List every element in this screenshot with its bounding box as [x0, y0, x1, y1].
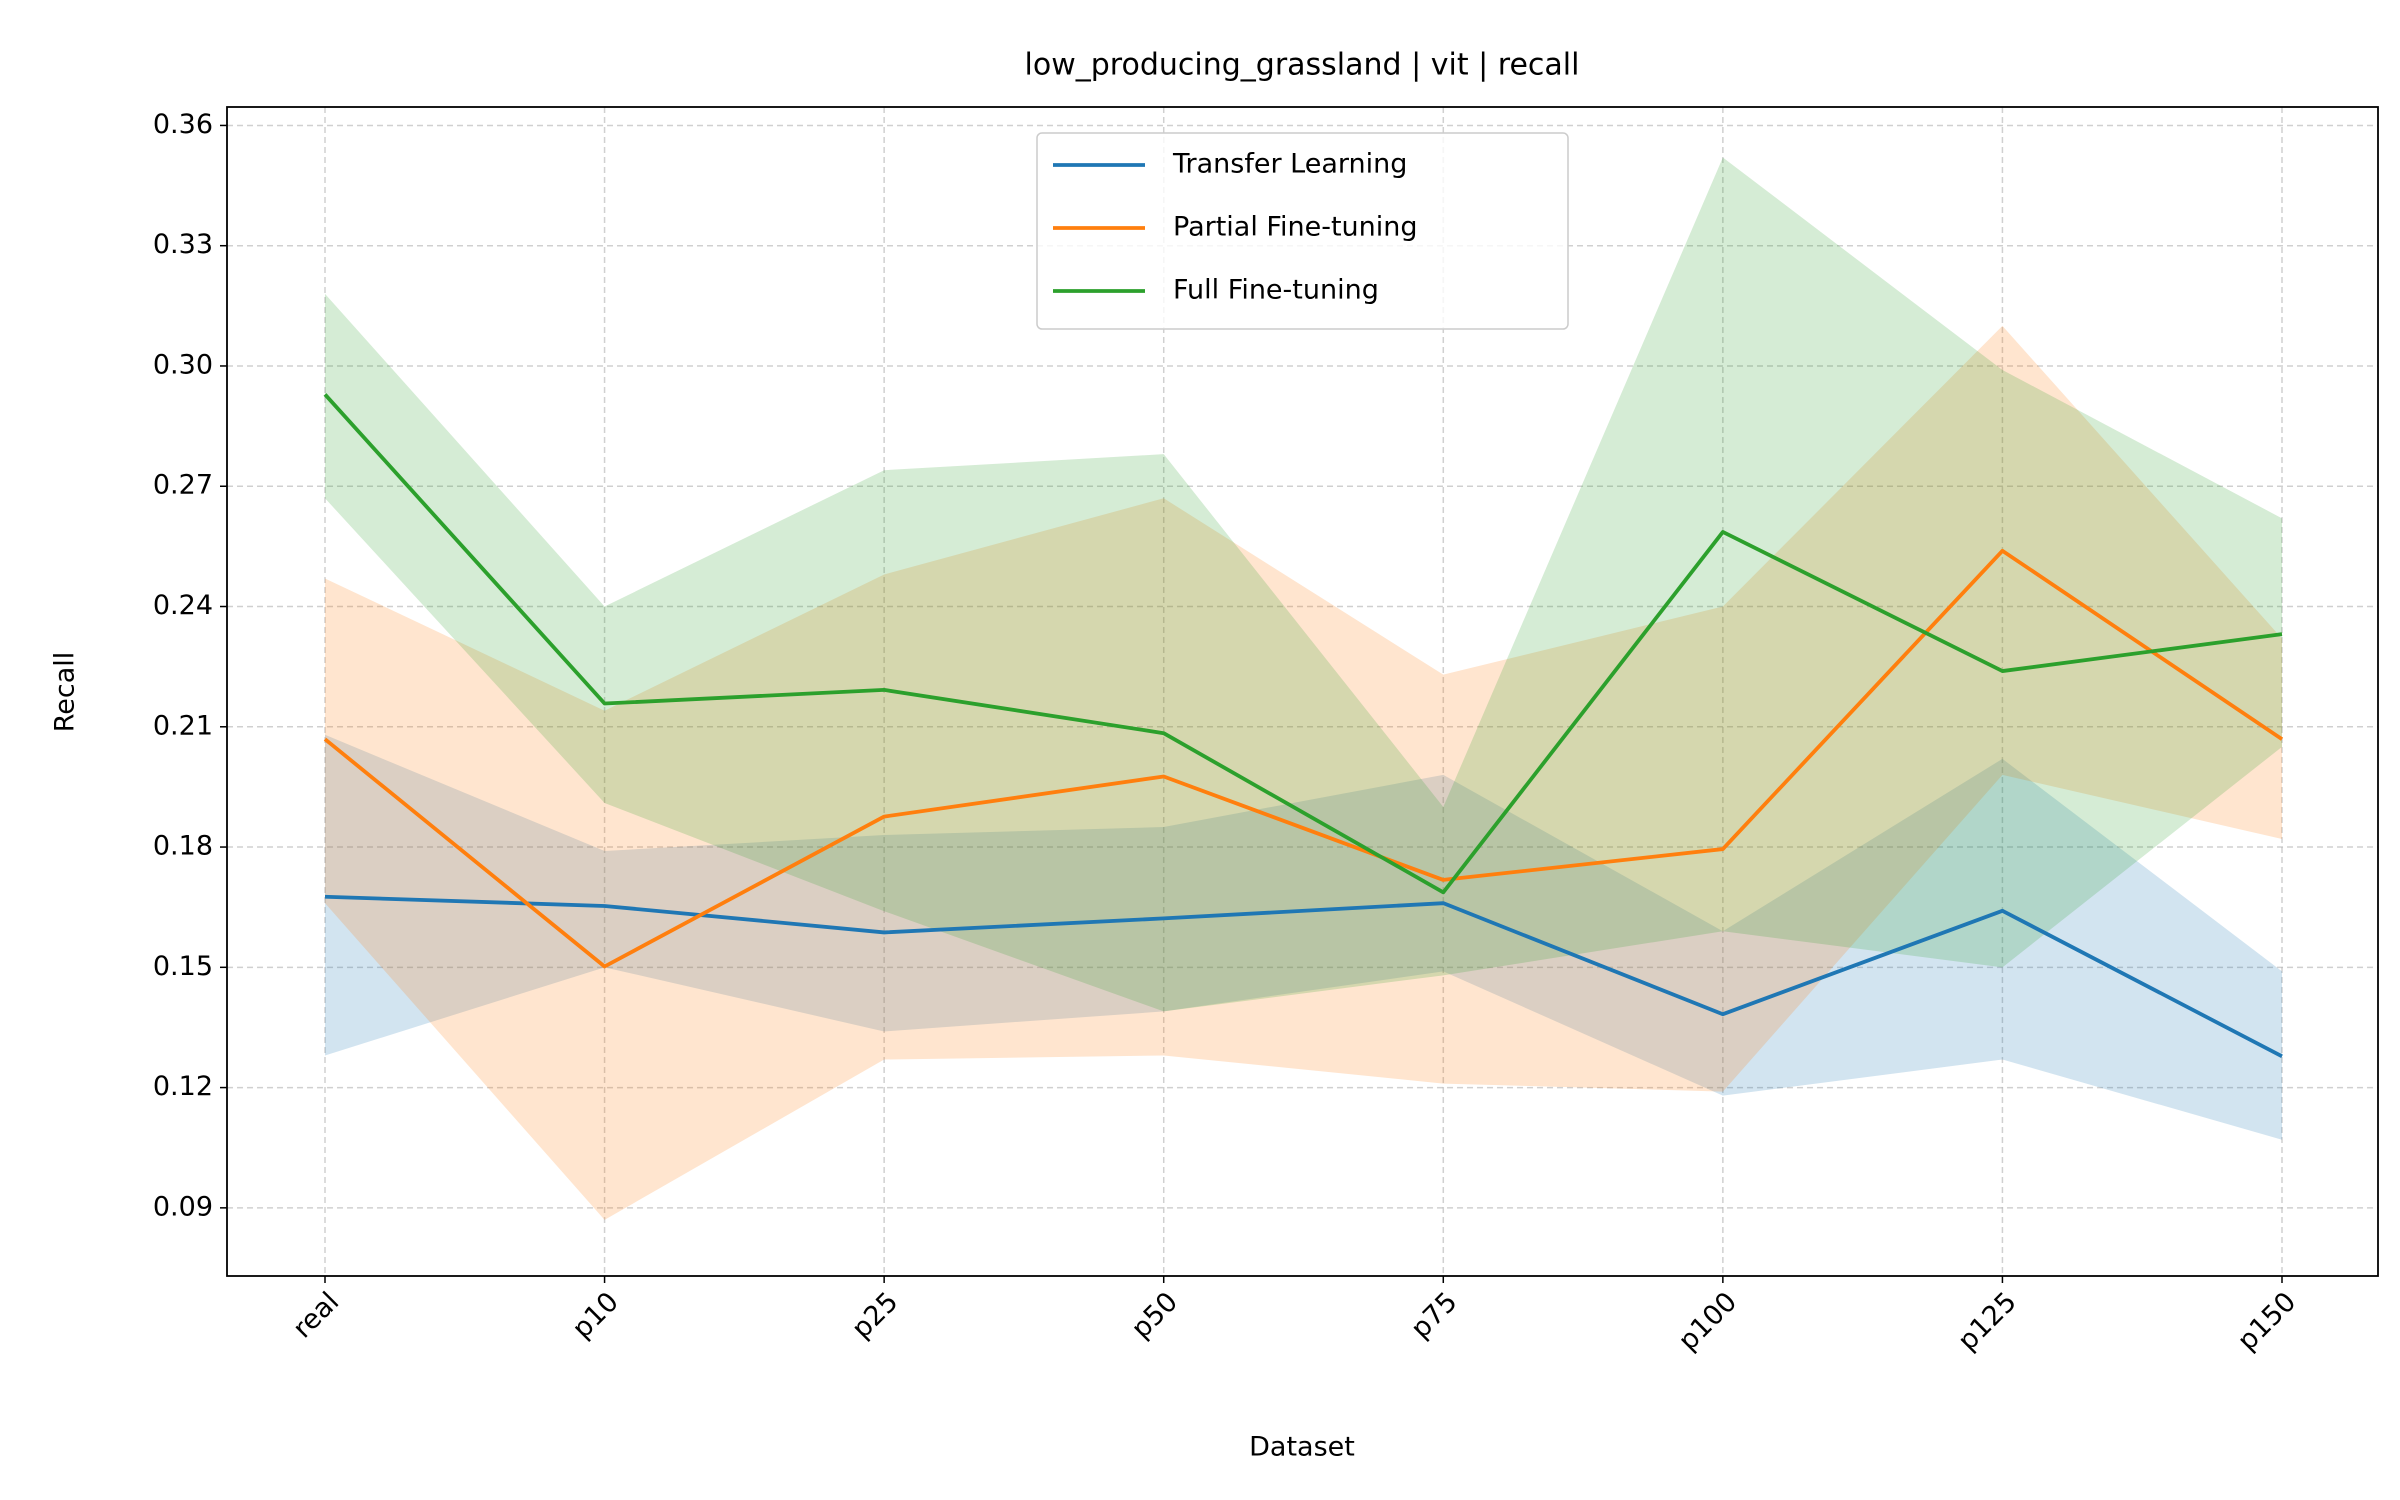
- chart-title: low_producing_grassland | vit | recall: [1025, 48, 1580, 83]
- y-tick-label: 0.30: [153, 349, 213, 380]
- legend-label: Partial Fine-tuning: [1173, 212, 1418, 243]
- y-tick-label: 0.36: [153, 109, 213, 140]
- y-tick-label: 0.09: [153, 1191, 213, 1222]
- legend-box: [1036, 132, 1569, 330]
- y-tick-label: 0.27: [153, 470, 213, 501]
- y-tick-label: 0.24: [153, 590, 213, 621]
- legend-label: Full Fine-tuning: [1173, 275, 1379, 306]
- plot-frame: [226, 106, 2379, 1277]
- error-band: [325, 157, 2282, 1012]
- line: [323, 393, 2283, 895]
- legend-label: Transfer Learning: [1172, 149, 1407, 180]
- y-tick-label: 0.12: [153, 1071, 213, 1102]
- line: [323, 548, 2284, 969]
- y-tick-label: 0.15: [153, 951, 213, 982]
- x-axis-label: Dataset: [1249, 1432, 1355, 1463]
- line: [324, 894, 2283, 1058]
- y-axis-label: Recall: [50, 652, 81, 733]
- y-tick-label: 0.18: [153, 831, 213, 862]
- y-tick-label: 0.21: [153, 710, 213, 741]
- error-band: [325, 325, 2282, 1220]
- error-band: [325, 734, 2282, 1140]
- y-tick-label: 0.33: [153, 229, 213, 260]
